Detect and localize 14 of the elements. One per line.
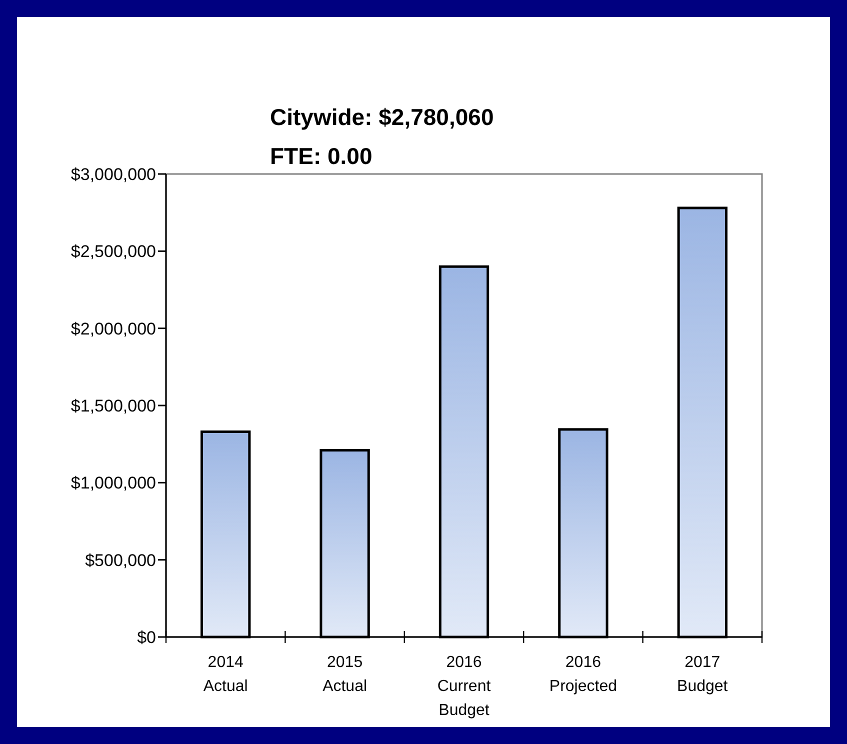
y-tick-label: $2,000,000: [70, 319, 156, 338]
chart-title: Citywide: $2,780,060: [270, 104, 494, 130]
x-tick-label: 2017 Budget: [677, 654, 728, 695]
y-tick-label: $1,000,000: [70, 474, 156, 493]
x-tick-label: 2014 Actual: [203, 654, 248, 695]
x-tick-label: 2016 Current Budget: [437, 654, 492, 719]
chart-subtitle: FTE: 0.00: [270, 143, 372, 169]
y-tick-label: $3,000,000: [70, 164, 156, 184]
x-tick-label: 2016 Projected: [549, 654, 617, 695]
y-tick-label: $0: [137, 628, 156, 647]
x-tick-label: 2015 Actual: [322, 654, 368, 695]
y-tick-label: $500,000: [85, 550, 156, 570]
y-tick-label: $1,500,000: [70, 396, 156, 416]
y-tick-label: $2,500,000: [70, 242, 156, 262]
